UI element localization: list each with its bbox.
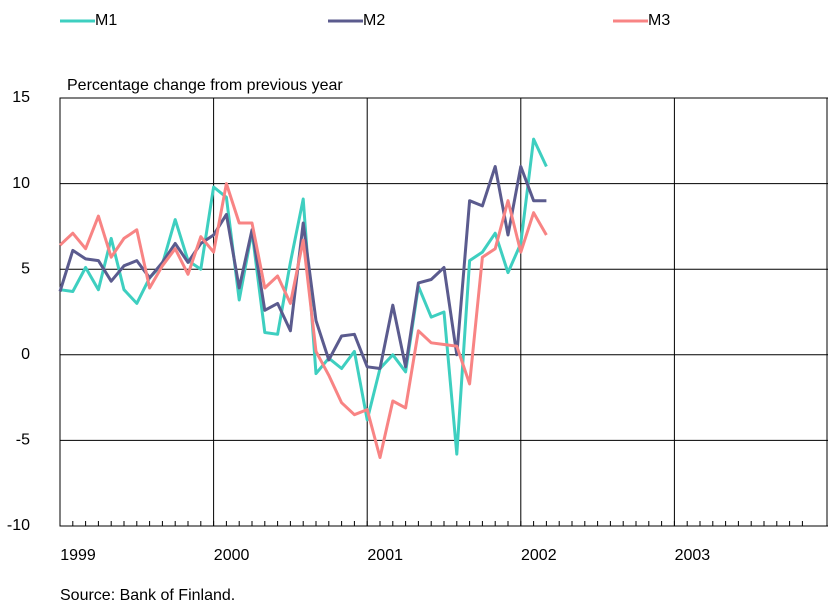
line-series (58, 165, 547, 370)
y-tick-label: 10 (12, 175, 30, 192)
x-tick-label: 1999 (60, 547, 96, 564)
legend-label: M1 (95, 12, 117, 29)
line-series (58, 182, 548, 459)
y-tick-label: 5 (21, 260, 30, 277)
legend-label: M3 (648, 12, 670, 29)
y-tick-label: -5 (16, 432, 30, 449)
y-tick-label: -10 (7, 517, 30, 534)
x-tick-label: 2001 (367, 547, 403, 564)
x-tick-label: 2002 (521, 547, 557, 564)
legend-label: M2 (363, 12, 385, 29)
source-note: Source: Bank of Finland. (60, 587, 235, 604)
y-tick-label: 0 (21, 346, 30, 363)
line-series (59, 137, 548, 456)
y-tick-label: 15 (12, 89, 30, 106)
x-tick-label: 2000 (214, 547, 250, 564)
chart-title: Percentage change from previous year (67, 77, 343, 94)
x-tick-label: 2003 (675, 547, 711, 564)
